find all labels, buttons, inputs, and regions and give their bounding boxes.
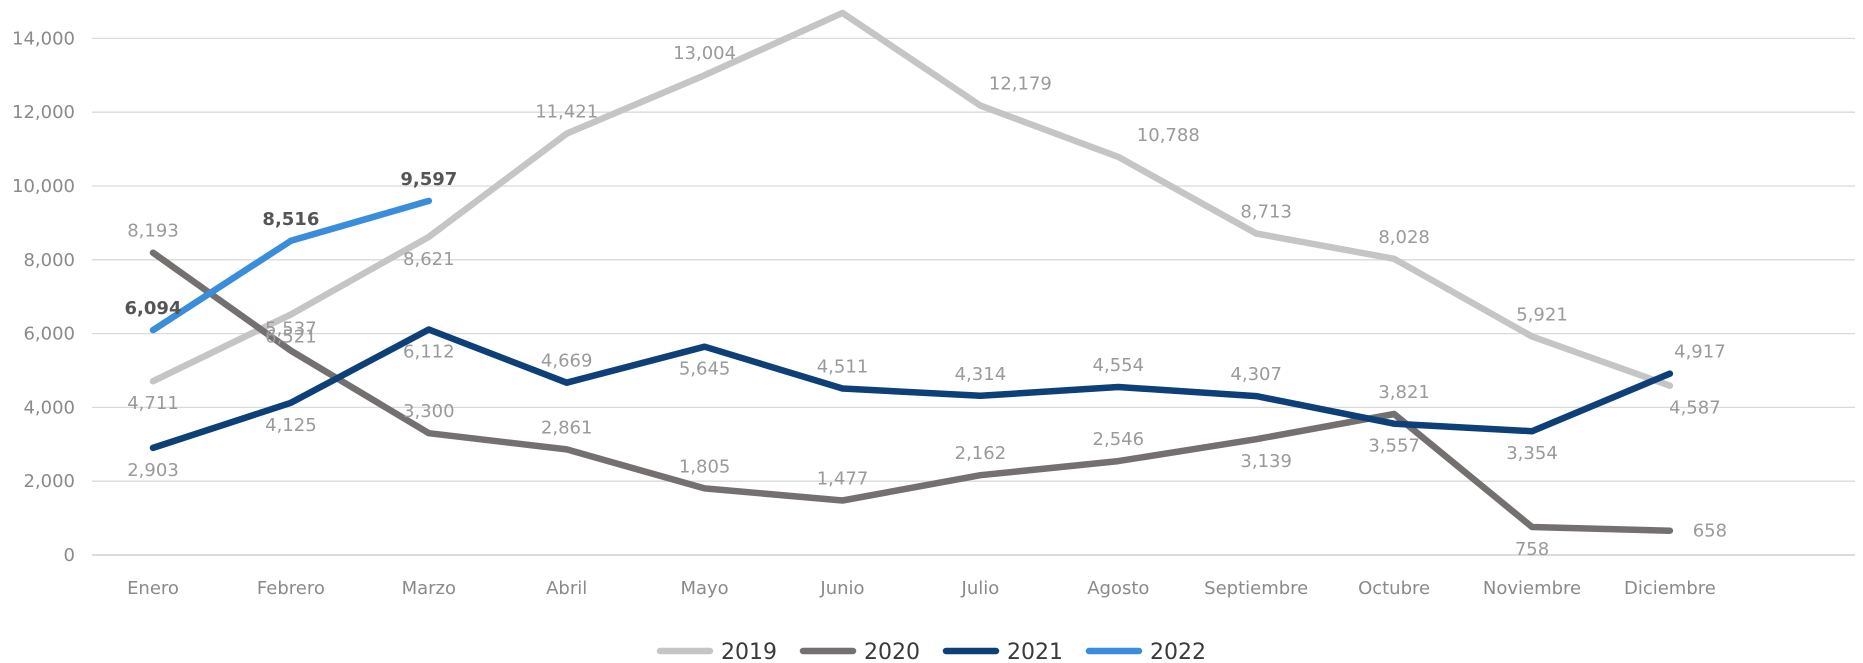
series-lines bbox=[149, 9, 1674, 534]
data-label-2021: 3,557 bbox=[1368, 436, 1420, 457]
data-label-2021: 2,903 bbox=[127, 460, 179, 481]
data-label-2021: 5,645 bbox=[679, 359, 731, 380]
data-label-2019: 5,921 bbox=[1516, 305, 1568, 326]
data-label-2021: 4,917 bbox=[1674, 342, 1726, 363]
data-label-2022: 9,597 bbox=[400, 169, 457, 190]
data-label-2019: 6,521 bbox=[265, 326, 317, 347]
data-label-2021: 4,307 bbox=[1230, 364, 1282, 385]
x-tick-label: Enero bbox=[127, 578, 179, 599]
data-label-2019: 13,004 bbox=[673, 43, 736, 64]
x-tick-label: Abril bbox=[546, 578, 587, 599]
data-label-2021: 3,354 bbox=[1506, 443, 1558, 464]
y-tick-label: 2,000 bbox=[23, 471, 75, 492]
data-label-2020: 3,821 bbox=[1378, 382, 1430, 403]
data-label-2021: 6,112 bbox=[403, 341, 455, 362]
y-tick-label: 8,000 bbox=[23, 250, 75, 271]
legend-label: 2021 bbox=[1007, 640, 1063, 663]
data-label-2022: 6,094 bbox=[125, 298, 182, 319]
data-labels: 4,711 6,521 8,621 11,421 13,004 14,691 12,179 1… bbox=[125, 0, 1728, 560]
data-label-2021: 4,314 bbox=[955, 364, 1007, 385]
y-tick-label: 14,000 bbox=[12, 28, 75, 49]
legend-label: 2019 bbox=[721, 640, 777, 663]
x-tick-label: Octubre bbox=[1358, 578, 1430, 599]
data-label-2019: 8,028 bbox=[1378, 227, 1430, 248]
y-tick-label: 6,000 bbox=[23, 324, 75, 345]
x-axis: Enero Febrero Marzo Abril Mayo Junio Julio Agos… bbox=[127, 578, 1716, 599]
x-tick-label: Agosto bbox=[1087, 578, 1149, 599]
data-label-2019: 4,587 bbox=[1669, 398, 1721, 419]
data-label-2019: 4,711 bbox=[127, 393, 179, 414]
data-label-2019: 8,713 bbox=[1240, 201, 1292, 222]
series-line-2019 bbox=[149, 9, 1674, 389]
x-tick-label: Diciembre bbox=[1624, 578, 1716, 599]
x-tick-label: Febrero bbox=[257, 578, 325, 599]
data-label-2020: 2,861 bbox=[541, 417, 593, 438]
data-label-2021: 4,669 bbox=[541, 351, 593, 372]
series-line-2020 bbox=[149, 249, 1674, 534]
data-label-2020: 1,477 bbox=[817, 468, 869, 489]
x-tick-label: Mayo bbox=[680, 578, 728, 599]
series-line-2021 bbox=[149, 326, 1674, 452]
data-label-2019: 8,621 bbox=[403, 249, 455, 270]
x-tick-label: Noviembre bbox=[1483, 578, 1581, 599]
data-label-2021: 4,554 bbox=[1093, 355, 1145, 376]
data-label-2020: 758 bbox=[1515, 539, 1549, 560]
data-label-2019: 10,788 bbox=[1137, 125, 1200, 146]
y-tick-label: 4,000 bbox=[23, 397, 75, 418]
data-label-2020: 2,162 bbox=[955, 443, 1007, 464]
data-label-2020: 1,805 bbox=[679, 456, 731, 477]
x-tick-label: Julio bbox=[961, 578, 1000, 599]
legend-label: 2022 bbox=[1150, 640, 1206, 663]
data-label-2020: 3,139 bbox=[1240, 451, 1292, 472]
legend: 2019 2020 2021 2022 bbox=[656, 640, 1206, 663]
data-label-2022: 8,516 bbox=[262, 209, 319, 230]
y-axis: 0 2,000 4,000 6,000 8,000 10,000 12,000 14,000 bbox=[12, 28, 75, 566]
y-tick-label: 0 bbox=[64, 545, 75, 566]
legend-label: 2020 bbox=[864, 640, 920, 663]
data-label-2020: 3,300 bbox=[403, 401, 455, 422]
y-tick-label: 10,000 bbox=[12, 176, 75, 197]
data-label-2019: 11,421 bbox=[535, 102, 598, 123]
data-label-2019: 12,179 bbox=[989, 74, 1052, 95]
data-label-2021: 4,125 bbox=[265, 415, 317, 436]
data-label-2020: 658 bbox=[1693, 521, 1727, 542]
series-line-2022 bbox=[149, 197, 433, 334]
x-tick-label: Septiembre bbox=[1204, 578, 1308, 599]
data-label-2021: 4,511 bbox=[817, 357, 869, 378]
data-label-2019: 14,691 bbox=[871, 0, 934, 2]
data-label-2020: 8,193 bbox=[127, 221, 179, 242]
x-tick-label: Junio bbox=[819, 578, 864, 599]
data-label-2020: 2,546 bbox=[1093, 429, 1145, 450]
data-label-2020: 5,537 bbox=[265, 319, 317, 340]
x-tick-label: Marzo bbox=[402, 578, 456, 599]
y-tick-label: 12,000 bbox=[12, 102, 75, 123]
